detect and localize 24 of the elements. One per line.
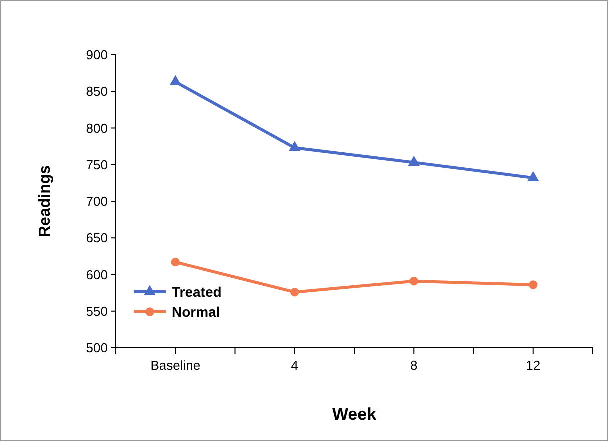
point: [408, 156, 420, 166]
y-tick-label: 850: [86, 84, 108, 100]
point: [410, 276, 418, 286]
legend-label: Normal: [172, 304, 220, 320]
x-axis-title: Week: [332, 405, 378, 424]
y-tick-label: 750: [86, 157, 108, 172]
point: [171, 258, 180, 267]
point: [288, 141, 301, 152]
y-tick-label: 550: [86, 304, 108, 319]
x-tick-label: 8: [410, 358, 418, 373]
legend-label: Treated: [172, 284, 222, 300]
y-tick-label: 600: [86, 267, 108, 282]
point: [290, 288, 300, 297]
x-tick-label: 12: [526, 358, 541, 373]
y-tick-label: 500: [86, 340, 108, 356]
y-tick-label: 650: [86, 230, 108, 246]
point: [529, 280, 538, 290]
x-tick-label: 4: [291, 358, 298, 373]
y-axis-title: Readings: [37, 165, 54, 238]
x-tick-label: Baseline: [150, 358, 201, 373]
y-tick-label: 900: [86, 48, 108, 63]
y-tick-label: 700: [86, 194, 108, 210]
y-tick-label: 800: [86, 120, 108, 136]
point: [527, 171, 540, 182]
